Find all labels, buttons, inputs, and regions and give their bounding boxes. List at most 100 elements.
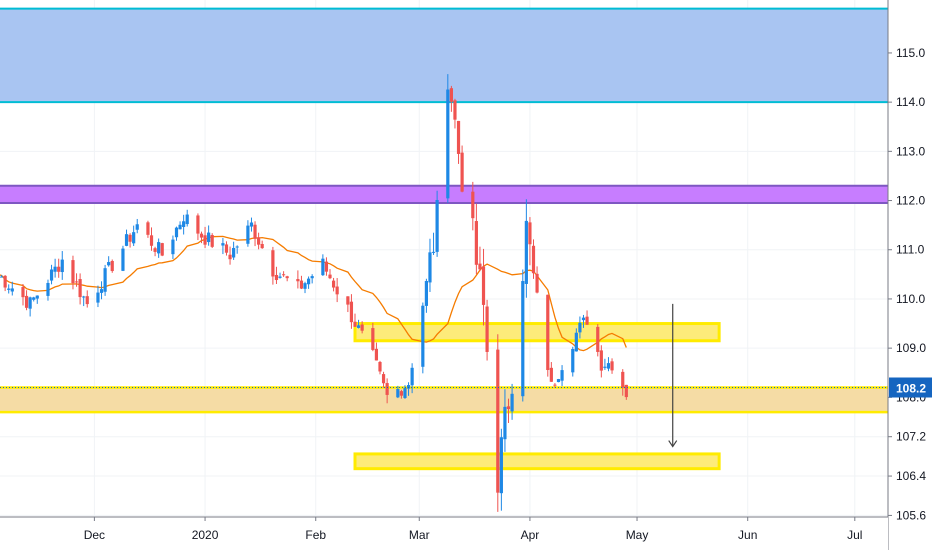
candle-up bbox=[306, 276, 311, 289]
candle-body bbox=[553, 384, 557, 386]
candle-body bbox=[78, 279, 82, 298]
candle-up bbox=[356, 319, 361, 329]
y-tick-label: 110.0 bbox=[896, 292, 925, 306]
candle-down bbox=[3, 275, 7, 292]
candle-up bbox=[96, 285, 100, 308]
candle-up bbox=[556, 378, 561, 383]
candle-up bbox=[310, 274, 314, 284]
candle-body bbox=[435, 200, 439, 252]
candle-body bbox=[574, 332, 578, 352]
candle-body bbox=[174, 227, 179, 238]
y-tick-label: 105.6 bbox=[896, 508, 926, 522]
candle-up bbox=[178, 221, 182, 230]
y-tick-label: 109.0 bbox=[896, 341, 926, 355]
y-tick-label: 112.0 bbox=[896, 194, 925, 208]
candle-body bbox=[171, 239, 175, 255]
candle-body bbox=[535, 273, 539, 293]
candle-down bbox=[199, 231, 204, 244]
candle-down bbox=[260, 240, 264, 249]
candle-body bbox=[153, 248, 157, 252]
candle-down bbox=[399, 389, 404, 399]
candle-body bbox=[60, 259, 64, 273]
candle-up bbox=[53, 258, 57, 278]
candle-body bbox=[185, 214, 189, 225]
candle-body bbox=[128, 234, 132, 242]
candle-body bbox=[449, 88, 453, 102]
candle-up bbox=[103, 264, 107, 296]
candle-body bbox=[510, 393, 514, 412]
x-tick-label: May bbox=[626, 528, 649, 542]
candle-down bbox=[331, 277, 336, 292]
candle-down bbox=[349, 294, 354, 329]
x-tick-label: Jul bbox=[847, 528, 862, 542]
candle-up bbox=[246, 220, 250, 247]
candle-body bbox=[224, 244, 229, 253]
candle-body bbox=[371, 328, 375, 350]
candle-body bbox=[485, 306, 489, 352]
candle-up bbox=[171, 235, 175, 260]
candle-body bbox=[499, 437, 503, 494]
candle-body bbox=[157, 242, 161, 254]
candle-body bbox=[53, 266, 57, 272]
candle-down bbox=[228, 246, 232, 265]
candle-up bbox=[0, 275, 4, 278]
candle-up bbox=[403, 385, 407, 399]
candle-body bbox=[521, 281, 525, 397]
candle-up bbox=[278, 272, 282, 279]
candle-down bbox=[531, 239, 536, 279]
candle-body bbox=[221, 243, 225, 246]
x-tick-label: Mar bbox=[409, 528, 430, 542]
candle-up bbox=[182, 214, 186, 235]
candle-body bbox=[624, 384, 628, 398]
candle-body bbox=[310, 276, 314, 279]
candle-down bbox=[360, 321, 364, 334]
candle-down bbox=[528, 217, 532, 266]
candle-down bbox=[449, 85, 453, 112]
candle-body bbox=[446, 89, 450, 199]
projection-arrow bbox=[668, 303, 678, 448]
candle-up bbox=[578, 316, 582, 339]
candle-down bbox=[621, 369, 625, 396]
resistance-zone-upper-fill bbox=[0, 8, 888, 103]
candle-down bbox=[335, 278, 339, 303]
candle-body bbox=[260, 244, 264, 249]
candle-body bbox=[349, 301, 354, 323]
candle-body bbox=[303, 283, 307, 289]
candle-down bbox=[78, 273, 82, 305]
candle-down bbox=[328, 269, 332, 280]
candle-up bbox=[560, 365, 564, 387]
zone-yellow-low bbox=[353, 452, 721, 471]
candle-down bbox=[471, 181, 475, 231]
candle-up bbox=[124, 229, 129, 247]
candle-body bbox=[546, 294, 550, 371]
candle-up bbox=[431, 232, 436, 255]
candle-body bbox=[406, 385, 411, 389]
candle-body bbox=[103, 268, 107, 292]
y-tick-label: 114.0 bbox=[896, 95, 925, 109]
candle-body bbox=[278, 276, 282, 278]
candle-down bbox=[378, 360, 382, 375]
candle-up bbox=[174, 226, 179, 241]
candle-body bbox=[471, 191, 475, 219]
candle-body bbox=[496, 349, 500, 493]
candle-body bbox=[121, 248, 125, 271]
candle-body bbox=[71, 260, 75, 284]
candle-down bbox=[203, 226, 207, 249]
y-tick-label: 115.0 bbox=[896, 46, 925, 60]
candle-up bbox=[232, 241, 236, 260]
y-tick-label: 113.0 bbox=[896, 144, 925, 158]
candle-down bbox=[385, 378, 389, 404]
candle-body bbox=[356, 325, 361, 328]
x-axis-panel bbox=[0, 517, 888, 550]
zones bbox=[0, 7, 888, 471]
candle-body bbox=[7, 288, 11, 290]
candle-down bbox=[478, 246, 482, 272]
candle-body bbox=[160, 243, 164, 256]
candle-down bbox=[346, 296, 350, 313]
candle-body bbox=[481, 266, 486, 305]
candle-up bbox=[32, 296, 36, 302]
candle-up bbox=[574, 328, 578, 352]
